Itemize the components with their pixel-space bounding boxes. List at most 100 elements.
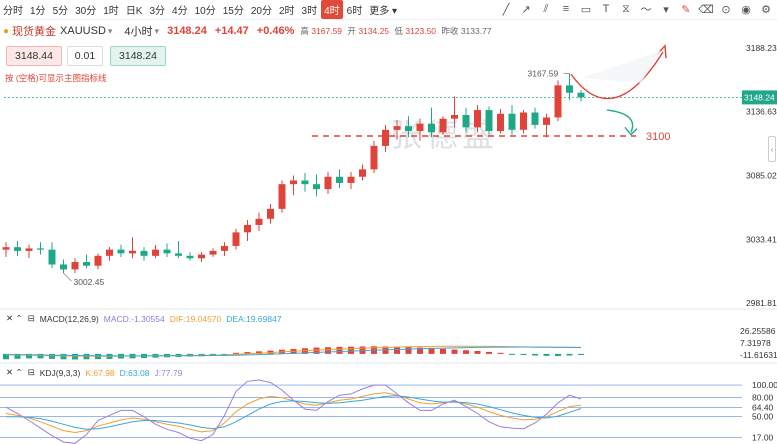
candle: [359, 164, 366, 181]
timeframe-6[interactable]: 3分: [149, 6, 166, 17]
candle-body: [14, 247, 21, 251]
macd-settings-icon[interactable]: ⊟: [27, 313, 35, 323]
dif-value: DIF:19.04570: [169, 313, 222, 324]
candle: [520, 110, 527, 134]
lock-icon[interactable]: ⊙: [721, 3, 731, 16]
candle: [198, 252, 205, 262]
macd-bar: [313, 347, 320, 354]
collapse-panel-arrow[interactable]: ‹: [768, 136, 776, 162]
more-tools-icon[interactable]: ▾: [663, 3, 669, 16]
timeframe-12[interactable]: 3时: [301, 6, 318, 17]
candle: [25, 244, 33, 259]
candle: [209, 248, 217, 258]
dea-value: DEA:19.69847: [226, 313, 282, 324]
timeframe-0[interactable]: 分时: [3, 6, 23, 17]
macd-bar: [37, 353, 44, 359]
candle: [405, 116, 412, 138]
timeframe-7[interactable]: 4分: [172, 6, 188, 17]
timeframe-5[interactable]: 日K: [125, 6, 143, 17]
candle-body: [370, 145, 378, 170]
j-line: [5, 379, 582, 444]
parallel-channel-icon[interactable]: ⫽: [543, 2, 549, 15]
candle: [232, 228, 240, 250]
candle-body: [301, 180, 309, 185]
candle: [14, 240, 21, 256]
candle-body: [48, 249, 56, 265]
timeframe-14[interactable]: 6时: [346, 6, 363, 17]
sell-price-button[interactable]: 3148.44: [6, 46, 62, 66]
period-chevron-icon[interactable]: ▾: [154, 25, 160, 36]
timeframe-9[interactable]: 15分: [222, 6, 244, 17]
candle: [428, 107, 435, 138]
trendline-icon[interactable]: ╱: [502, 3, 510, 16]
candle: [451, 96, 458, 128]
candle: [416, 118, 424, 141]
candle: [117, 244, 125, 258]
candle-body: [554, 85, 562, 118]
current-price-tag-label: 3148.24: [744, 92, 775, 102]
high-price-label: 3167.59: [528, 68, 559, 78]
kdj-toggle-icon[interactable]: ✕ ⌃: [6, 367, 23, 377]
horizontal-line-icon[interactable]: ≡: [562, 3, 570, 15]
edit-icon[interactable]: ✎: [681, 3, 691, 16]
macd-toggle-icon[interactable]: ✕ ⌃: [6, 313, 23, 323]
price-tick-label: 3136.63: [746, 107, 777, 117]
buy-price-button[interactable]: 3148.24: [110, 46, 166, 66]
candle: [221, 242, 228, 256]
macd-bar: [348, 346, 354, 354]
timeframe-1[interactable]: 1分: [30, 6, 46, 17]
candle-body: [106, 249, 113, 256]
macd-name: MACD(12,26,9): [39, 313, 99, 324]
macd-bar: [555, 353, 561, 357]
candle: [94, 253, 102, 270]
timeframe-8[interactable]: 10分: [194, 6, 216, 17]
macd-bar: [428, 348, 435, 354]
candle-body: [485, 110, 493, 132]
projection-shade: [581, 50, 661, 83]
candle-body: [428, 123, 435, 133]
visibility-icon[interactable]: ◉: [741, 3, 751, 16]
timeframe-4[interactable]: 1时: [103, 6, 119, 17]
brush-icon[interactable]: 〜: [640, 4, 652, 16]
candle-body: [278, 184, 286, 209]
price-tick-label: 3188.23: [746, 43, 777, 53]
macd-bar: [244, 352, 251, 354]
macd-bar: [532, 353, 538, 356]
quantity-input[interactable]: 0.01: [67, 46, 103, 66]
more-timeframes-button[interactable]: 更多 ▾: [369, 6, 398, 17]
eraser-icon[interactable]: ⌫: [698, 3, 714, 16]
timeframe-3[interactable]: 30分: [75, 6, 97, 17]
rectangle-icon[interactable]: ▭: [580, 3, 592, 16]
text-icon[interactable]: T: [602, 3, 610, 15]
settings-icon[interactable]: ⚙: [761, 3, 771, 16]
timeframe-13[interactable]: 4时: [321, 0, 343, 19]
candle-body: [255, 218, 263, 225]
price-tick-label: 2981.81: [746, 298, 777, 308]
candle: [554, 80, 562, 122]
candle-body: [71, 261, 79, 270]
kdj-tick-label: 17.00: [752, 433, 774, 443]
bearish-arrow-head: [624, 126, 638, 136]
candle-body: [209, 250, 217, 255]
candle-body: [2, 247, 10, 250]
symbol-code[interactable]: XAUUSD: [60, 25, 106, 37]
candle: [370, 140, 378, 174]
candle-body: [462, 114, 470, 128]
macd-bar: [509, 353, 515, 355]
candle: [278, 180, 286, 213]
ray-icon[interactable]: ↗: [521, 3, 531, 16]
low-pointer: [63, 272, 72, 282]
candle: [244, 219, 251, 241]
timeframe-11[interactable]: 2时: [278, 6, 295, 17]
fibonacci-icon[interactable]: ⧖: [622, 2, 630, 15]
chevron-down-icon[interactable]: ▾: [107, 25, 113, 36]
drawing-tools: ╱ ↗ ⫽ ≡ ▭ T ⧖ 〜 ▾ ✎ ⌫ ⊙ ◉ ⚙: [499, 2, 773, 17]
kdj-settings-icon[interactable]: ⊟: [27, 367, 35, 377]
timeframe-2[interactable]: 5分: [52, 6, 69, 17]
timeframe-10[interactable]: 20分: [250, 6, 272, 17]
period-selector[interactable]: 4小时: [124, 26, 153, 38]
macd-bar: [543, 353, 550, 356]
macd-bar: [233, 352, 239, 354]
